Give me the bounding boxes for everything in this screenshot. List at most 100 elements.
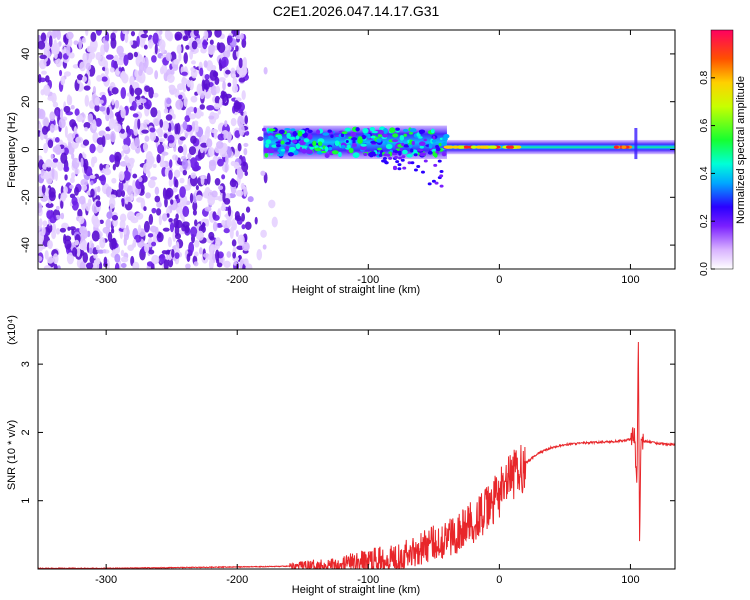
noise-blob bbox=[41, 226, 46, 236]
signal-blob bbox=[367, 133, 371, 139]
noise-blob bbox=[172, 113, 176, 120]
signal-blob bbox=[267, 135, 274, 140]
noise-blob bbox=[233, 148, 240, 158]
noise-blob bbox=[190, 226, 198, 238]
noise-blob bbox=[120, 70, 127, 80]
signal-tail-blob bbox=[378, 153, 383, 157]
noise-blob bbox=[71, 228, 75, 236]
signal-blob bbox=[334, 140, 340, 147]
signal-blob bbox=[275, 134, 282, 138]
snr-y-multiplier: (x10⁴) bbox=[6, 315, 18, 345]
noise-blob bbox=[72, 247, 78, 257]
noise-blob bbox=[82, 252, 89, 263]
noise-blob bbox=[108, 194, 117, 200]
noise-blob bbox=[51, 229, 57, 240]
noise-blob bbox=[130, 30, 136, 37]
signal-blob bbox=[280, 140, 285, 145]
noise-blob bbox=[131, 100, 137, 112]
signal-tail-blob bbox=[439, 169, 444, 173]
noise-blob bbox=[174, 33, 181, 41]
noise-blob bbox=[95, 245, 100, 251]
noise-blob bbox=[202, 190, 211, 199]
signal-blob bbox=[419, 145, 424, 149]
signal-blob bbox=[395, 127, 400, 131]
noise-blob bbox=[217, 158, 224, 167]
signal-blob bbox=[307, 129, 313, 134]
noise-blob bbox=[38, 218, 43, 228]
noise-blob bbox=[71, 153, 75, 160]
noise-blob bbox=[122, 144, 129, 151]
signal-blob bbox=[435, 147, 441, 152]
noise-blob bbox=[38, 59, 47, 70]
noise-blob bbox=[125, 196, 132, 201]
noise-blob bbox=[104, 66, 109, 76]
noise-blob bbox=[69, 184, 74, 189]
noise-blob bbox=[137, 117, 141, 130]
signal-blob bbox=[401, 142, 405, 147]
noise-blob bbox=[109, 131, 116, 143]
noise-blob bbox=[147, 233, 154, 238]
signal-blob bbox=[402, 149, 408, 155]
signal-blob bbox=[276, 143, 281, 148]
noise-blob bbox=[183, 35, 188, 40]
noise-blob bbox=[40, 168, 45, 177]
noise-blob bbox=[245, 206, 251, 213]
noise-blob bbox=[143, 119, 150, 125]
noise-blob bbox=[181, 224, 186, 232]
noise-blob bbox=[50, 153, 54, 160]
noise-blob bbox=[53, 31, 57, 37]
noise-blob bbox=[208, 258, 214, 269]
noise-blob bbox=[175, 99, 184, 110]
noise-blob bbox=[81, 240, 86, 250]
noise-blob bbox=[227, 82, 232, 87]
noise-blob bbox=[95, 51, 102, 61]
noise-blob bbox=[154, 226, 159, 235]
signal-blob bbox=[443, 134, 450, 139]
noise-blob bbox=[82, 52, 88, 63]
noise-blob bbox=[195, 124, 199, 133]
noise-blob bbox=[206, 172, 211, 185]
signal-tail-blob bbox=[437, 159, 442, 163]
noise-blob bbox=[135, 75, 142, 82]
noise-blob bbox=[123, 136, 131, 148]
signal-tail-blob bbox=[381, 159, 386, 163]
noise-blob bbox=[79, 61, 86, 72]
noise-blob bbox=[163, 259, 169, 269]
noise-blob bbox=[145, 192, 151, 199]
noise-blob bbox=[243, 142, 249, 148]
noise-blob bbox=[41, 125, 49, 135]
noise-blob bbox=[63, 105, 71, 113]
noise-blob bbox=[121, 197, 125, 204]
signal-blob bbox=[377, 147, 382, 151]
noise-blob bbox=[129, 84, 133, 95]
narrow-band-hotspot bbox=[487, 145, 496, 149]
noise-blob bbox=[101, 135, 106, 148]
narrow-band-hotspot bbox=[475, 145, 483, 149]
noise-blob bbox=[144, 85, 151, 93]
noise-blob bbox=[59, 108, 64, 120]
noise-blob bbox=[123, 227, 127, 235]
noise-blob bbox=[229, 226, 234, 239]
noise-blob bbox=[121, 30, 128, 35]
noise-blob bbox=[64, 235, 72, 242]
noise-blob bbox=[120, 150, 125, 157]
noise-blob bbox=[106, 106, 110, 116]
noise-blob bbox=[189, 113, 197, 120]
noise-blob bbox=[166, 213, 170, 218]
noise-blob bbox=[130, 193, 135, 201]
noise-blob bbox=[43, 84, 51, 96]
noise-blob bbox=[134, 137, 140, 148]
noise-blob bbox=[53, 39, 58, 51]
noise-blob bbox=[66, 31, 74, 40]
signal-blob bbox=[377, 134, 383, 138]
noise-blob bbox=[194, 251, 199, 257]
signal-blob bbox=[351, 142, 357, 148]
y-tick-label: 40 bbox=[20, 48, 32, 60]
signal-blob bbox=[389, 127, 396, 133]
signal-blob bbox=[340, 144, 346, 149]
noise-blob bbox=[89, 143, 96, 154]
noise-blob bbox=[60, 212, 65, 220]
noise-blob bbox=[240, 182, 245, 190]
noise-blob bbox=[247, 196, 254, 203]
noise-blob bbox=[38, 202, 43, 214]
